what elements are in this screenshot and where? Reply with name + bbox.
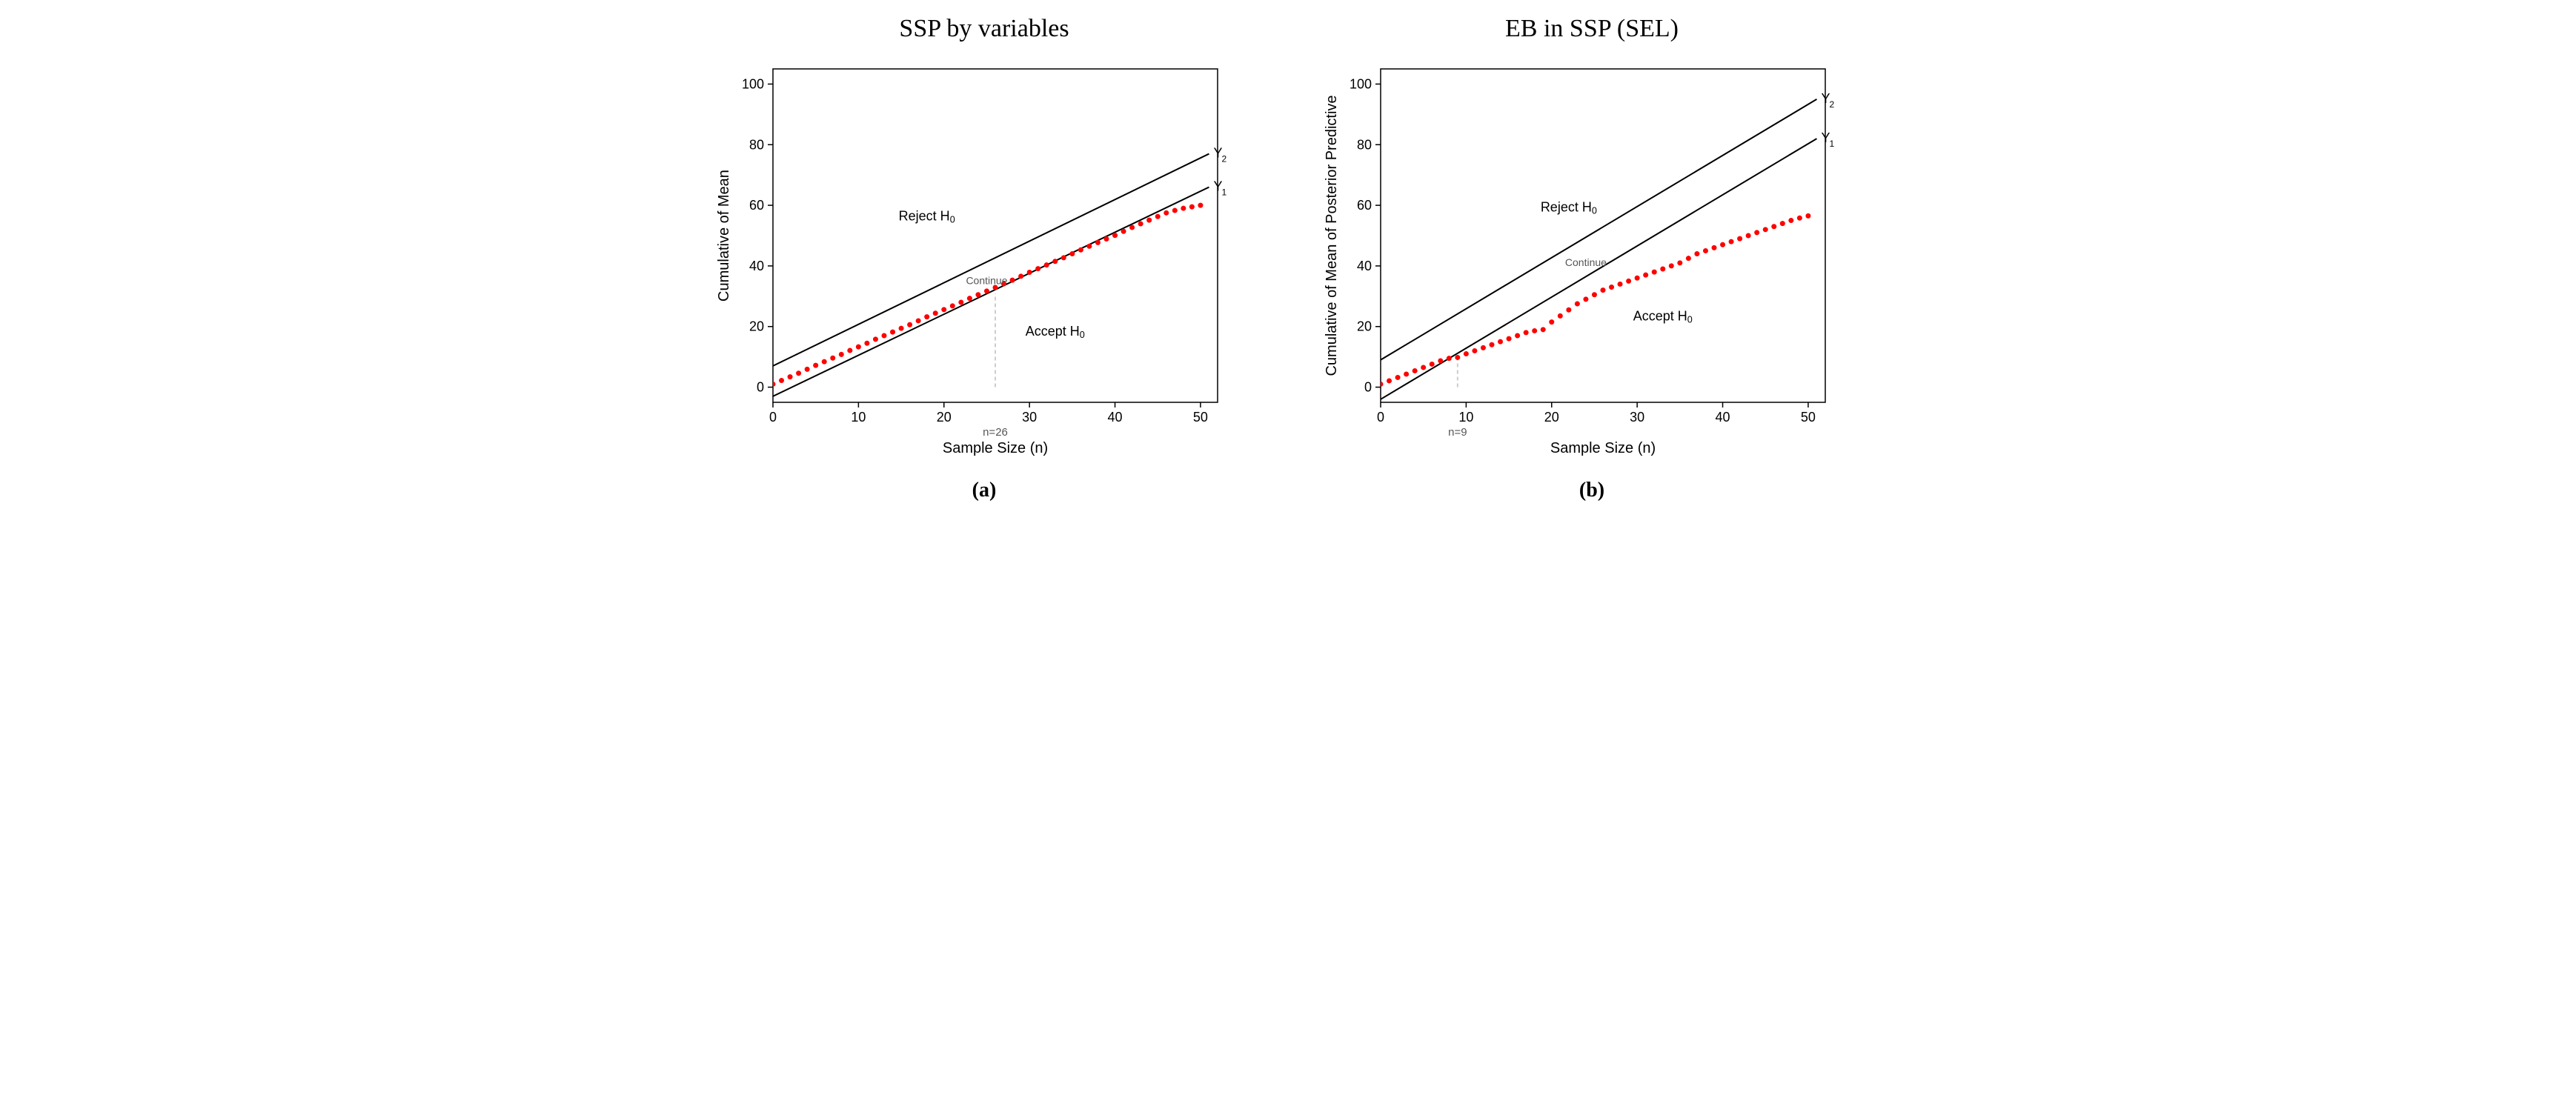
svg-text:10: 10 <box>1458 410 1473 425</box>
svg-text:30: 30 <box>1630 410 1644 425</box>
svg-text:60: 60 <box>1357 198 1372 213</box>
svg-text:Continue: Continue <box>966 274 1007 286</box>
svg-text:30: 30 <box>1022 410 1037 425</box>
svg-text:0: 0 <box>1377 410 1384 425</box>
chart-a-wrapper: SSP by variables 0 10 20 30 40 50 0 20 40 60 80 100… <box>703 15 1266 502</box>
svg-text:2: 2 <box>1829 99 1834 110</box>
chart-a-title: SSP by variables <box>899 15 1069 43</box>
chart-b-plot: 0 10 20 30 40 50 0 20 40 60 80 100 Sample Size (n) Cu… <box>1310 50 1873 473</box>
chart-a-sublabel: (a) <box>972 479 997 502</box>
svg-text:20: 20 <box>1544 410 1559 425</box>
svg-text:100: 100 <box>1350 76 1372 91</box>
svg-text:60: 60 <box>749 198 764 213</box>
svg-text:n=26: n=26 <box>983 426 1008 439</box>
svg-text:20: 20 <box>937 410 952 425</box>
svg-text:Accept H0: Accept H0 <box>1026 324 1085 340</box>
svg-text:Cumulative of Mean of Posterio: Cumulative of Mean of Posterior Predicti… <box>1324 95 1340 376</box>
svg-text:2: 2 <box>1221 154 1226 164</box>
svg-text:0: 0 <box>769 410 777 425</box>
svg-text:40: 40 <box>1108 410 1123 425</box>
chart-b-sublabel: (b) <box>1579 479 1604 502</box>
svg-text:20: 20 <box>1357 319 1372 334</box>
chart-b-title: EB in SSP (SEL) <box>1505 15 1679 43</box>
svg-text:n=9: n=9 <box>1448 426 1467 439</box>
svg-text:20: 20 <box>749 319 764 334</box>
chart-a-plot: 0 10 20 30 40 50 0 20 40 60 80 100 Sample Size (n) Cu… <box>703 50 1266 473</box>
svg-text:Continue: Continue <box>1565 256 1607 268</box>
svg-text:10: 10 <box>851 410 866 425</box>
svg-text:1: 1 <box>1221 187 1226 198</box>
svg-text:Cumulative of Mean: Cumulative of Mean <box>716 170 732 302</box>
svg-text:0: 0 <box>1364 380 1372 395</box>
svg-text:Reject H0: Reject H0 <box>1541 199 1597 216</box>
svg-text:80: 80 <box>1357 137 1372 152</box>
chart-b-wrapper: EB in SSP (SEL) 0 10 20 30 40 50 0 20 40 60 80 100 S… <box>1310 15 1873 502</box>
svg-text:50: 50 <box>1801 410 1816 425</box>
svg-text:100: 100 <box>742 76 764 91</box>
svg-text:40: 40 <box>1716 410 1730 425</box>
svg-text:Reject H0: Reject H0 <box>899 209 955 225</box>
svg-text:0: 0 <box>757 380 764 395</box>
svg-text:Accept H0: Accept H0 <box>1633 309 1693 325</box>
svg-text:Sample Size (n): Sample Size (n) <box>1550 440 1656 456</box>
svg-text:50: 50 <box>1193 410 1208 425</box>
svg-text:1: 1 <box>1829 139 1834 149</box>
svg-text:40: 40 <box>1357 259 1372 273</box>
svg-text:Sample Size (n): Sample Size (n) <box>943 440 1048 456</box>
svg-text:40: 40 <box>749 259 764 273</box>
svg-text:80: 80 <box>749 137 764 152</box>
charts-container: SSP by variables 01020304050020406080100… <box>15 15 2561 502</box>
